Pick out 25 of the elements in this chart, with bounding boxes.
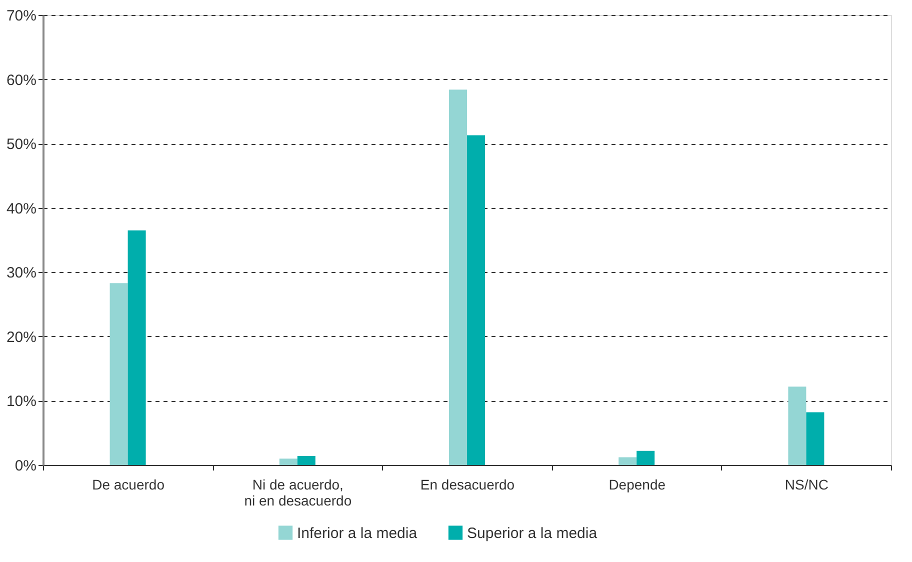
y-tick-label: 70%	[6, 8, 36, 24]
bar	[110, 283, 128, 465]
y-tick-label: 60%	[6, 72, 36, 89]
bar	[297, 456, 316, 465]
bar	[128, 230, 146, 465]
bar	[636, 450, 655, 465]
x-tick-label: NS/NC	[784, 476, 828, 492]
y-tick-label: 10%	[6, 393, 36, 410]
y-tick-label: 20%	[6, 328, 36, 346]
x-tick-label: En desacuerdo	[420, 476, 515, 492]
bar	[449, 90, 467, 465]
x-tick-label: De acuerdo	[92, 476, 165, 492]
bar	[467, 135, 485, 465]
bar	[279, 458, 298, 465]
x-tick-label: Depende	[608, 476, 666, 492]
legend-label: Superior a la media	[467, 524, 598, 542]
y-tick-label: 30%	[6, 264, 36, 282]
y-tick-label: 0%	[14, 458, 36, 474]
x-tick-label: Ni de acuerdo, ni en desacuerdo	[244, 476, 352, 508]
legend-label: Inferior a la media	[297, 524, 418, 542]
bar	[788, 386, 806, 465]
bar	[806, 412, 824, 465]
y-tick-label: 50%	[6, 136, 36, 154]
y-tick-label: 40%	[6, 200, 36, 218]
bar	[618, 457, 637, 465]
